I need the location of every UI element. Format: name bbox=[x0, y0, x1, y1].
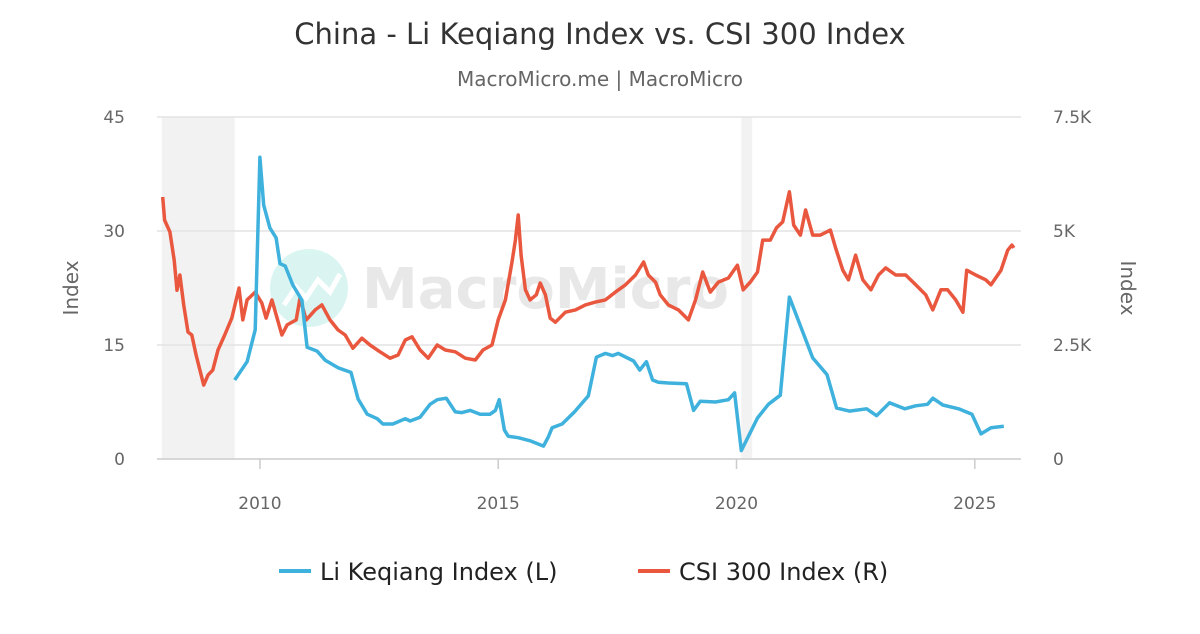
y-left-tick-label: 15 bbox=[103, 336, 125, 356]
legend: Li Keqiang Index (L) CSI 300 Index (R) bbox=[279, 558, 888, 586]
series-line-li-keqiang bbox=[233, 155, 1005, 453]
x-tick-label: 2015 bbox=[477, 494, 520, 514]
y-left-tick-label: 45 bbox=[103, 108, 125, 128]
x-tick-label: 2020 bbox=[715, 494, 758, 514]
y-axis-right: 0 2.5K 5K 7.5K bbox=[1053, 108, 1092, 470]
y-left-tick-label: 30 bbox=[103, 222, 125, 242]
y-right-tick-label: 7.5K bbox=[1053, 108, 1092, 128]
series-lines bbox=[160, 155, 1016, 453]
y-right-tick-label: 0 bbox=[1053, 450, 1064, 470]
watermark: MacroMicro bbox=[270, 249, 729, 327]
y-right-tick-label: 2.5K bbox=[1053, 336, 1092, 356]
legend-label: Li Keqiang Index (L) bbox=[320, 558, 557, 586]
series-line-csi-300 bbox=[160, 190, 1016, 387]
x-tick-label: 2010 bbox=[238, 494, 281, 514]
x-tick-label: 2025 bbox=[953, 494, 996, 514]
y-left-tick-label: 0 bbox=[114, 450, 125, 470]
legend-item-csi-300[interactable]: CSI 300 Index (R) bbox=[638, 558, 888, 586]
chart-title: China - Li Keqiang Index vs. CSI 300 Ind… bbox=[294, 17, 905, 51]
y-axis-left-label: Index bbox=[59, 260, 83, 315]
legend-label: CSI 300 Index (R) bbox=[679, 558, 888, 586]
y-axis-right-label: Index bbox=[1116, 260, 1140, 315]
shaded-period bbox=[161, 117, 235, 459]
y-axis-left: 0 15 30 45 bbox=[103, 108, 125, 470]
legend-item-li-keqiang[interactable]: Li Keqiang Index (L) bbox=[279, 558, 557, 586]
gridlines bbox=[157, 116, 1021, 346]
chart-subtitle: MacroMicro.me | MacroMicro bbox=[457, 67, 743, 91]
y-right-tick-label: 5K bbox=[1053, 222, 1076, 242]
watermark-text: MacroMicro bbox=[362, 257, 729, 322]
x-axis-ticks: 2010 2015 2020 2025 bbox=[238, 459, 996, 514]
watermark-logo-icon bbox=[270, 249, 348, 327]
